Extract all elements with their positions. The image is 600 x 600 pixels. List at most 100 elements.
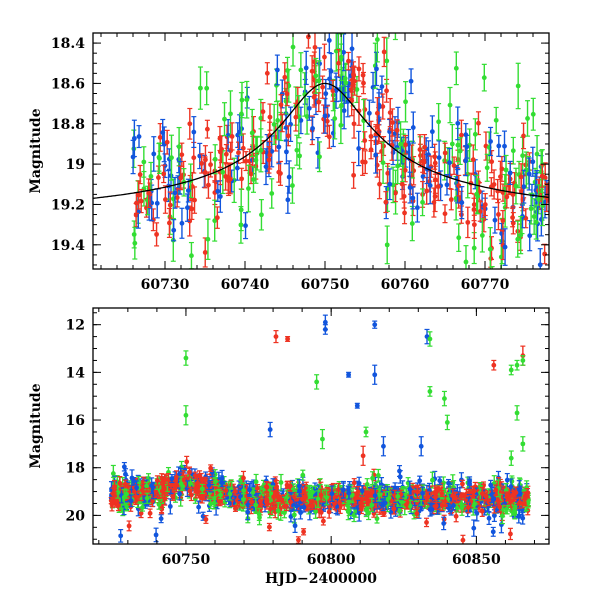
data-point: [420, 188, 426, 217]
data-point: [433, 501, 439, 510]
data-point: [160, 118, 166, 147]
data-point: [358, 502, 364, 512]
data-point: [388, 505, 394, 519]
data-point: [528, 192, 534, 225]
data-point: [215, 180, 221, 203]
data-point: [159, 484, 165, 499]
outlier-point: [363, 426, 369, 438]
data-point: [374, 97, 380, 130]
data-point: [309, 485, 315, 499]
data-point: [410, 111, 416, 144]
data-point: [488, 177, 494, 197]
data-point: [424, 517, 430, 528]
y-tick-label: 18.8: [51, 117, 85, 133]
data-point: [295, 536, 301, 544]
data-point: [241, 482, 247, 499]
data-point: [465, 501, 471, 514]
data-point: [217, 136, 223, 168]
top-x-tick-labels: 60730 60740 60750 60760 60770: [141, 277, 510, 293]
data-point: [306, 95, 312, 121]
outlier-point: [314, 374, 320, 390]
data-point: [204, 119, 210, 139]
data-point: [525, 487, 531, 498]
outlier-point: [183, 350, 189, 366]
data-point: [264, 495, 270, 510]
data-point: [287, 480, 293, 492]
data-point: [340, 480, 346, 499]
y-tick-label: 16: [66, 413, 85, 429]
data-point: [282, 62, 288, 93]
data-point: [296, 479, 302, 494]
data-point: [395, 147, 401, 185]
data-point: [467, 128, 473, 162]
data-point: [298, 52, 304, 88]
data-point: [523, 208, 529, 229]
data-point: [188, 241, 194, 269]
data-point: [542, 243, 548, 265]
data-point: [453, 510, 459, 523]
data-point: [487, 227, 493, 269]
data-point: [521, 122, 527, 150]
data-point: [510, 181, 516, 208]
data-point: [432, 180, 438, 213]
bottom-x-axis-label: HJD−2400000: [265, 571, 377, 587]
data-point: [385, 162, 391, 184]
data-point: [351, 109, 357, 139]
data-point: [208, 464, 214, 472]
data-point: [162, 473, 168, 484]
data-point: [219, 469, 225, 488]
data-point: [158, 514, 164, 524]
data-point: [154, 188, 160, 219]
data-point: [526, 157, 532, 191]
data-point: [166, 207, 172, 239]
data-point: [153, 527, 159, 543]
data-point: [303, 491, 309, 504]
data-point: [489, 266, 495, 269]
outlier-point: [319, 428, 325, 450]
data-point: [212, 489, 218, 507]
outlier-point: [380, 436, 386, 457]
data-point: [227, 487, 233, 501]
data-point: [165, 472, 171, 487]
data-point: [341, 91, 347, 130]
data-point: [128, 494, 134, 508]
x-tick-label: 60770: [461, 277, 510, 293]
data-point: [496, 134, 502, 157]
y-tick-label: 18.4: [51, 36, 85, 52]
data-point: [238, 92, 244, 136]
data-point: [337, 495, 343, 510]
x-tick-label: 60730: [141, 277, 190, 293]
data-point: [329, 485, 335, 503]
data-point: [197, 470, 203, 481]
data-point: [442, 495, 448, 508]
data-point: [498, 515, 504, 534]
data-point: [278, 94, 284, 116]
data-point: [437, 476, 443, 485]
data-point: [218, 490, 224, 500]
data-point: [121, 461, 127, 472]
data-point: [459, 186, 465, 220]
data-point: [243, 212, 249, 240]
outlier-point: [267, 421, 273, 438]
data-point: [305, 33, 311, 49]
data-point: [360, 147, 366, 176]
data-point: [352, 491, 358, 506]
data-point: [370, 471, 376, 486]
data-point: [178, 165, 184, 191]
data-point: [195, 476, 201, 490]
data-point: [525, 100, 531, 137]
data-point: [403, 81, 409, 123]
data-point: [441, 516, 447, 531]
data-point: [436, 102, 442, 141]
data-point: [417, 134, 423, 166]
data-point: [450, 488, 456, 503]
data-point: [442, 142, 448, 164]
data-point: [132, 279, 137, 317]
data-point: [517, 496, 523, 509]
data-point: [516, 487, 522, 497]
data-point: [320, 75, 326, 99]
data-point: [504, 185, 510, 209]
data-point: [208, 151, 214, 178]
data-point: [348, 79, 354, 100]
data-point: [292, 518, 298, 534]
